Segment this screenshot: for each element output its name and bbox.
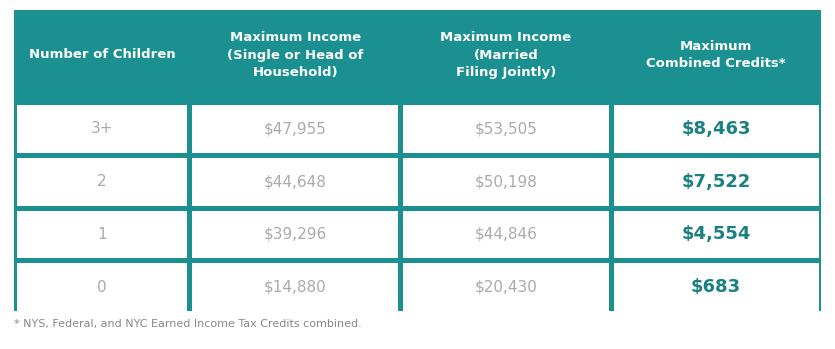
Bar — [17, 105, 187, 153]
Text: $20,430: $20,430 — [474, 280, 537, 295]
Text: $14,880: $14,880 — [264, 280, 326, 295]
Bar — [403, 105, 609, 153]
Text: $44,846: $44,846 — [474, 227, 537, 242]
Text: $4,554: $4,554 — [681, 225, 751, 243]
Text: $53,505: $53,505 — [474, 121, 537, 136]
Bar — [614, 210, 818, 258]
Bar — [614, 105, 818, 153]
Text: $39,296: $39,296 — [264, 227, 326, 242]
Text: $8,463: $8,463 — [681, 120, 751, 138]
Text: 1: 1 — [97, 227, 107, 242]
Bar — [192, 105, 398, 153]
Bar — [403, 210, 609, 258]
Text: $50,198: $50,198 — [474, 174, 537, 189]
Bar — [403, 158, 609, 206]
Text: Maximum
Combined Credits*: Maximum Combined Credits* — [646, 40, 786, 70]
Text: $683: $683 — [691, 278, 741, 296]
Text: $7,522: $7,522 — [681, 173, 751, 191]
Text: 0: 0 — [97, 280, 107, 295]
Text: $47,955: $47,955 — [264, 121, 326, 136]
Text: Number of Children: Number of Children — [28, 49, 175, 61]
Bar — [614, 263, 818, 311]
Bar — [403, 263, 609, 311]
Bar — [17, 263, 187, 311]
Bar — [192, 158, 398, 206]
Text: Maximum Income
(Married
Filing Jointly): Maximum Income (Married Filing Jointly) — [440, 31, 571, 79]
Text: * NYS, Federal, and NYC Earned Income Tax Credits combined.: * NYS, Federal, and NYC Earned Income Ta… — [14, 319, 362, 329]
Bar — [17, 158, 187, 206]
Bar — [614, 158, 818, 206]
Bar — [14, 10, 821, 311]
Text: Maximum Income
(Single or Head of
Household): Maximum Income (Single or Head of Househ… — [227, 31, 363, 79]
Text: 3+: 3+ — [91, 121, 114, 136]
Bar — [192, 263, 398, 311]
Text: 2: 2 — [97, 174, 107, 189]
Bar — [192, 210, 398, 258]
Text: $44,648: $44,648 — [264, 174, 326, 189]
Bar — [17, 210, 187, 258]
